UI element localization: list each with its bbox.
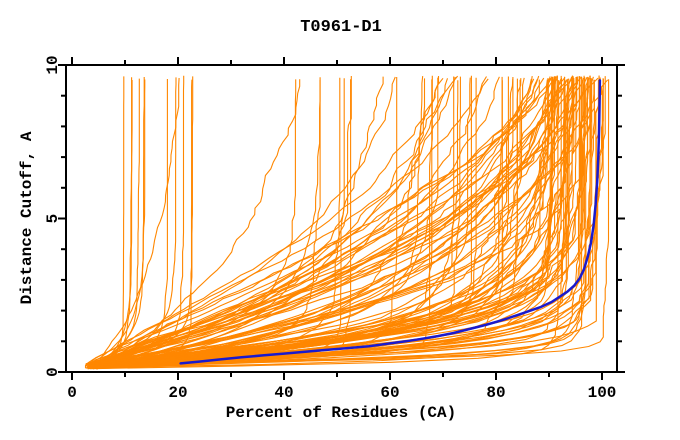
- ensemble-curve: [92, 77, 471, 365]
- ensemble-curve: [90, 76, 579, 367]
- ensemble-curve: [100, 75, 558, 368]
- ensemble-curve: [89, 76, 509, 366]
- x-tick-label: 40: [274, 384, 293, 402]
- ensemble-curve: [92, 80, 574, 368]
- ensemble-curve: [86, 80, 133, 368]
- ensemble-curve: [99, 79, 168, 369]
- ensemble-curve: [87, 79, 352, 364]
- ensemble-curve: [97, 77, 590, 364]
- ensemble-curve: [85, 79, 433, 367]
- ensemble-curve: [96, 75, 558, 370]
- ensemble-curve: [95, 77, 145, 368]
- ensemble-curve: [89, 76, 487, 368]
- y-tick-label: 10: [44, 55, 62, 74]
- ensemble-curve: [87, 78, 604, 367]
- y-tick-label: 0: [44, 367, 62, 377]
- ensemble-curve: [87, 77, 577, 366]
- x-tick-label: 80: [486, 384, 505, 402]
- y-tick-label: 5: [44, 214, 62, 224]
- x-tick-label: 20: [168, 384, 187, 402]
- ensemble-curve: [98, 76, 583, 364]
- ensemble-curve: [99, 75, 562, 369]
- ensemble-curve: [87, 76, 551, 370]
- y-axis-label: Distance Cutoff, A: [18, 131, 36, 304]
- ensemble-curve: [86, 77, 586, 368]
- axis-ticks: [58, 57, 625, 380]
- ensemble-curve: [90, 79, 595, 365]
- ensemble-curve: [95, 76, 566, 369]
- x-tick-label: 0: [67, 384, 77, 402]
- ensemble-curve: [97, 78, 563, 366]
- x-tick-label: 60: [380, 384, 399, 402]
- ensemble-curve: [92, 76, 455, 370]
- curves-layer: [84, 75, 610, 370]
- ensemble-curve: [99, 77, 477, 364]
- ensemble-curve: [86, 77, 341, 368]
- ensemble-curve: [84, 78, 489, 369]
- ensemble-curve: [100, 77, 444, 364]
- ensemble-curve: [92, 75, 591, 369]
- ensemble-curve: [94, 77, 439, 365]
- x-axis-label: Percent of Residues (CA): [226, 404, 456, 422]
- ensemble-curve: [90, 77, 589, 367]
- ensemble-curve: [87, 78, 518, 370]
- ensemble-curve: [99, 79, 301, 364]
- ensemble-curve: [89, 80, 560, 370]
- ensemble-curve: [96, 79, 568, 370]
- ensemble-curve: [96, 77, 180, 366]
- highlight-curve: [179, 79, 602, 365]
- ensemble-curve: [93, 76, 125, 364]
- ensemble-curve: [99, 75, 472, 366]
- y-tick-labels: 0 5 10: [44, 55, 62, 376]
- ensemble-curve: [91, 77, 574, 369]
- ensemble-curve: [94, 79, 297, 364]
- ensemble-curve: [90, 79, 610, 367]
- ensemble-curve: [88, 77, 525, 369]
- ensemble-curve: [99, 79, 575, 369]
- ensemble-curve: [94, 78, 562, 366]
- x-tick-labels: 0 20 40 60 80 100: [67, 384, 616, 402]
- ensemble-curve: [97, 78, 538, 368]
- chart-title: T0961-D1: [300, 18, 382, 37]
- x-tick-label: 100: [588, 384, 617, 402]
- ensemble-curve: [86, 78, 535, 369]
- ensemble-curve: [97, 78, 570, 365]
- ensemble-curve: [95, 75, 540, 365]
